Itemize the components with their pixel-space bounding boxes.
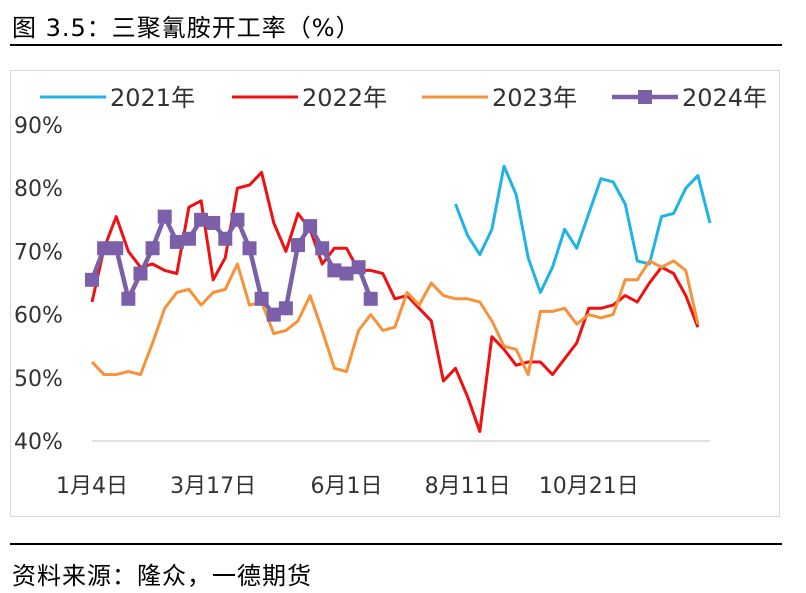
y-tick-label: 60%: [14, 304, 63, 329]
x-tick-label: 6月1日: [310, 474, 382, 499]
data-point: [242, 241, 257, 256]
data-point: [363, 291, 378, 306]
data-point: [169, 234, 184, 249]
x-tick-label: 8月11日: [425, 474, 511, 499]
series-line: [90, 170, 700, 433]
data-point: [206, 215, 221, 230]
data-point: [351, 260, 366, 275]
data-point: [157, 209, 172, 224]
data-point: [218, 231, 233, 246]
data-point: [327, 263, 342, 278]
data-point: [266, 307, 281, 322]
data-point: [145, 241, 160, 256]
chart-frame: [10, 70, 780, 517]
legend-label: 2021年: [110, 84, 195, 112]
x-tick-label: 10月21日: [539, 474, 639, 499]
data-point: [181, 231, 196, 246]
legend-label: 2024年: [682, 84, 767, 112]
x-tick-label: 1月4日: [56, 474, 128, 499]
series-line: [454, 164, 712, 294]
y-tick-label: 40%: [14, 430, 63, 455]
data-point: [133, 266, 148, 281]
series-line: [90, 259, 700, 377]
y-tick-label: 70%: [14, 240, 63, 265]
y-tick-label: 90%: [14, 114, 63, 139]
data-point: [303, 219, 318, 234]
legend-marker: [638, 90, 652, 104]
data-point: [109, 241, 124, 256]
data-point: [230, 212, 245, 227]
series-group: [85, 164, 712, 433]
data-point: [278, 301, 293, 316]
data-point: [291, 238, 305, 253]
y-tick-label: 50%: [14, 367, 63, 392]
data-point: [97, 241, 112, 256]
data-point: [194, 212, 209, 227]
y-axis: 40% 50% 60% 70% 80% 90%: [14, 114, 63, 455]
title-rule: [10, 44, 782, 46]
legend: 2021年 2022年 2023年 2024年: [40, 84, 767, 112]
x-tick-label: 3月17日: [170, 474, 256, 499]
data-point: [85, 272, 99, 287]
y-tick-label: 80%: [14, 177, 63, 202]
data-point: [339, 266, 354, 281]
source-rule: [10, 543, 782, 545]
x-axis: 1月4日 3月17日 6月1日 8月11日 10月21日: [56, 440, 710, 499]
data-point: [121, 291, 136, 306]
figure-title: 图 3.5：三聚氰胺开工率（%）: [12, 14, 361, 42]
legend-label: 2022年: [302, 84, 387, 112]
data-point: [254, 291, 269, 306]
data-point: [315, 241, 330, 256]
legend-label: 2023年: [492, 84, 577, 112]
source-note: 资料来源：隆众，一德期货: [12, 562, 312, 590]
